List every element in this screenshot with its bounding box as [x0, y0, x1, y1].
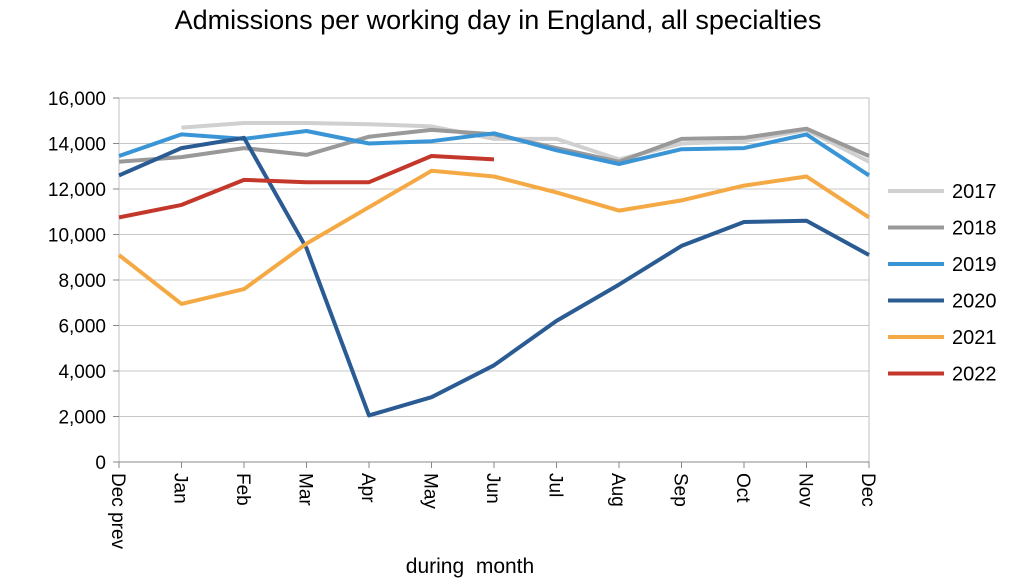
x-axis-label: during month	[406, 555, 534, 578]
y-tick-label: 8,000	[58, 271, 106, 292]
x-tick-label: Feb	[232, 473, 253, 506]
series-line-2017	[181, 121, 870, 164]
y-tick-label: 6,000	[58, 317, 106, 338]
y-tick-label: 12,000	[48, 180, 106, 201]
x-tick-label: Dec	[857, 473, 878, 507]
legend-label-2021: 2021	[952, 327, 997, 349]
x-tick-label: Jul	[545, 473, 566, 497]
legend-label-2019: 2019	[952, 254, 997, 276]
chart-title: Admissions per working day in England, a…	[175, 5, 822, 35]
x-tick-label: May	[420, 473, 441, 509]
legend-label-2018: 2018	[952, 218, 997, 240]
x-tick-label: Dec prev	[107, 473, 128, 550]
legend-label-2020: 2020	[952, 291, 997, 313]
x-tick-label: Mar	[295, 473, 316, 506]
y-tick-label: 0	[95, 453, 106, 474]
y-tick-label: 14,000	[48, 135, 106, 156]
y-axis: 0 2,000 4,000 6,000 8,000 10,000 12,000 14,000 1…	[48, 89, 119, 474]
x-axis: Dec prev Jan Feb Mar Apr May Jun Jul Aug Sep Oct No…	[107, 461, 878, 550]
x-tick-label: Sep	[670, 473, 691, 507]
x-tick-label: Apr	[357, 473, 378, 503]
series-line-2020	[118, 135, 870, 418]
x-tick-label: Oct	[732, 473, 753, 503]
x-tick-label: Aug	[607, 473, 628, 507]
x-tick-label: Nov	[795, 473, 816, 507]
series-line-2021	[117, 168, 871, 306]
x-tick-label: Jan	[170, 473, 191, 504]
y-tick-label: 10,000	[48, 226, 106, 247]
legend-label-2022: 2022	[952, 364, 997, 386]
y-tick-label: 2,000	[58, 408, 106, 429]
y-tick-label: 4,000	[58, 362, 106, 383]
legend: 2017 2018 2019 2020 2021 2022	[888, 181, 997, 386]
x-tick-label: Jun	[482, 473, 503, 504]
series-line-2022	[118, 154, 495, 220]
legend-label-2017: 2017	[952, 181, 997, 203]
gridlines	[119, 97, 869, 417]
y-tick-label: 16,000	[48, 89, 106, 110]
series-lines	[117, 121, 871, 418]
